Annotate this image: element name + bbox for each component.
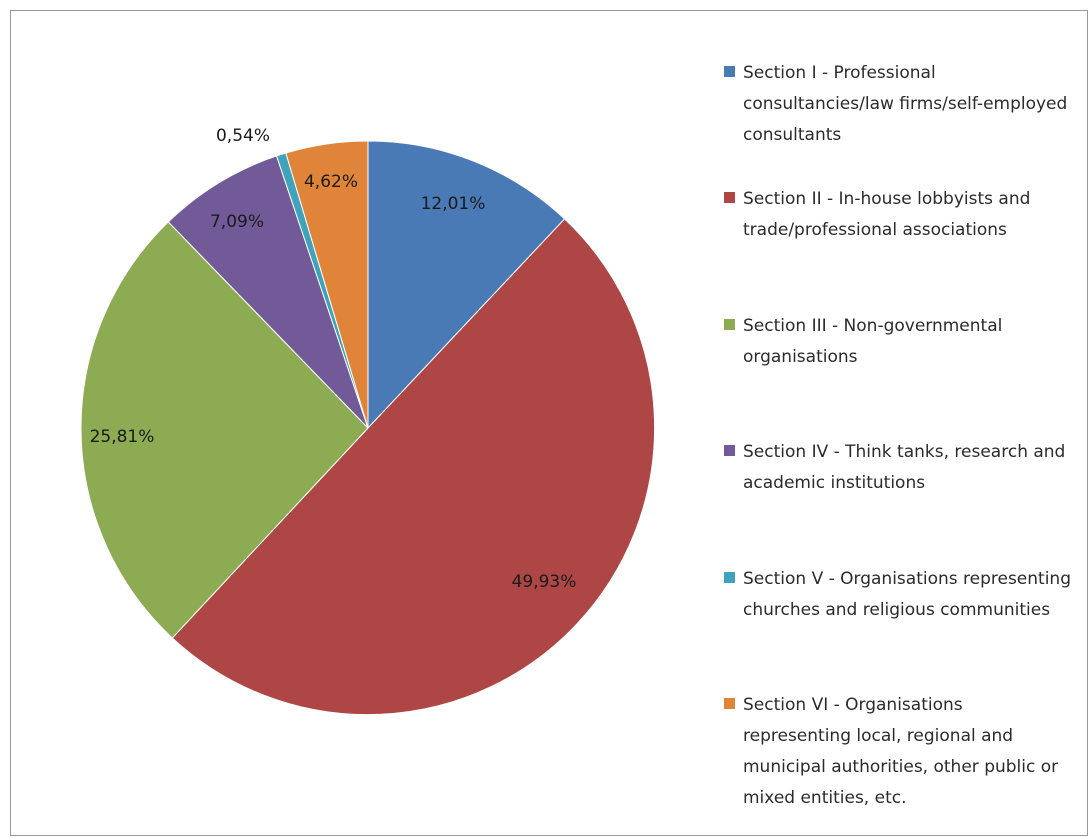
pie-slice-4 [167,155,369,429]
legend-label: Section V - Organisations representing c… [743,569,1071,620]
legend-label: Section I - Professional consultancies/l… [743,63,1068,145]
slice-value-label: 49,93% [512,572,577,592]
legend-label: Section III - Non-governmental organisat… [743,316,1003,367]
legend-item-section-vi: Section VI - Organisations representing … [724,690,1076,814]
pie-slice-1 [367,140,566,430]
legend-label: Section IV - Think tanks, research and a… [743,442,1066,493]
slice-value-label: 4,62% [304,172,358,192]
legend-item-section-iv: Section IV - Think tanks, research and a… [724,437,1076,499]
legend-swatch [724,698,735,709]
pie-slice-3 [80,221,369,639]
legend-item-section-iii: Section III - Non-governmental organisat… [724,311,1076,373]
legend-swatch [724,192,735,203]
legend-item-section-v: Section V - Organisations representing c… [724,564,1076,626]
legend-label: Section VI - Organisations representing … [743,695,1059,808]
legend-item-section-ii: Section II - In-house lobbyists and trad… [724,184,1076,246]
legend-item-section-i: Section I - Professional consultancies/l… [724,58,1076,151]
slice-value-label: 12,01% [421,194,486,214]
legend-swatch [724,445,735,456]
pie-slice-2 [171,218,656,716]
slice-value-label: 7,09% [210,212,264,232]
slice-value-label: 25,81% [90,427,155,447]
legend-swatch [724,66,735,77]
legend-swatch [724,572,735,583]
pie-slice-6 [285,140,369,429]
legend-label: Section II - In-house lobbyists and trad… [743,189,1031,240]
slice-value-label: 0,54% [216,126,270,146]
legend-swatch [724,319,735,330]
